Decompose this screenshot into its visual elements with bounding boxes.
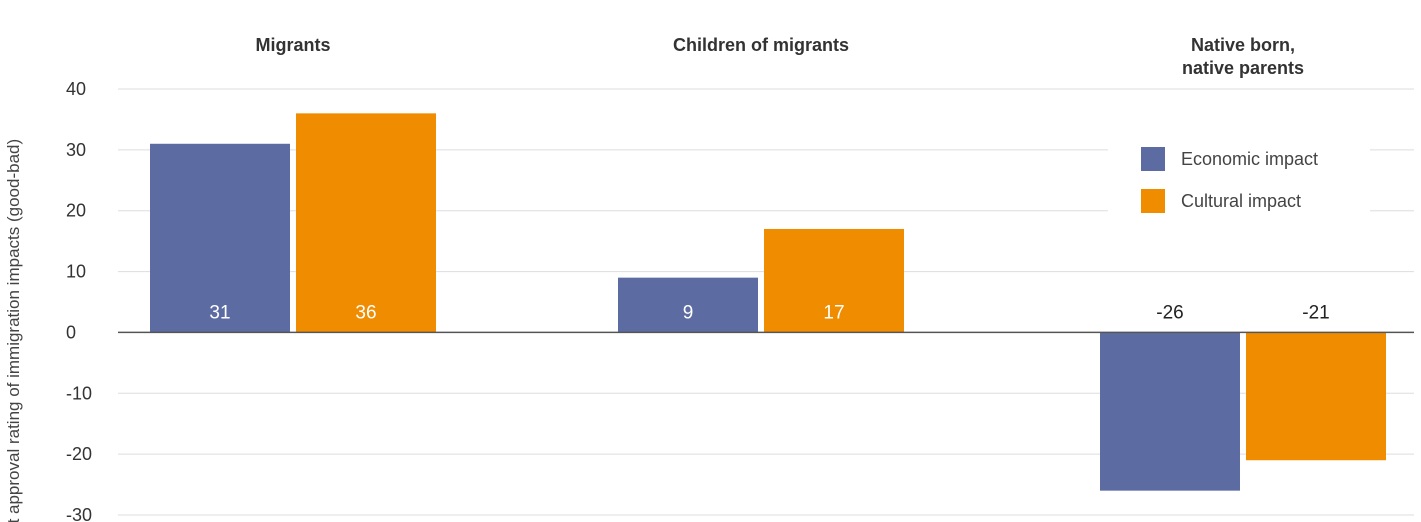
- y-tick-label: -10: [66, 383, 92, 403]
- legend: Economic impact Cultural impact: [1108, 136, 1370, 222]
- y-axis-ticks: 40 30 20 10 0 -10 -20 -30: [66, 79, 92, 522]
- bar-value-label: 9: [683, 302, 694, 323]
- group-title: native parents: [1182, 58, 1304, 78]
- group-title: Children of migrants: [673, 35, 849, 55]
- bar-value-label: 36: [355, 302, 376, 323]
- legend-label: Cultural impact: [1181, 191, 1301, 211]
- bar-value-labels: 31 36 9 17 -26 -21: [209, 302, 1329, 323]
- bar: [1246, 332, 1386, 461]
- group-title: Native born,: [1191, 35, 1295, 55]
- group-titles: Migrants Children of migrants Native born,…: [255, 35, 1304, 78]
- y-tick-label: 0: [66, 322, 76, 342]
- bar: [296, 113, 436, 333]
- y-tick-label: 10: [66, 262, 86, 282]
- bar: [1100, 332, 1240, 491]
- y-tick-label: -30: [66, 505, 92, 522]
- y-tick-label: 40: [66, 79, 86, 99]
- bar: [618, 277, 758, 333]
- y-axis-label: Net approval rating of immigration impac…: [4, 139, 23, 522]
- bar: [150, 143, 290, 333]
- bar-value-label: -26: [1156, 302, 1183, 323]
- bar-value-label: 17: [823, 302, 844, 323]
- bar-value-label: 31: [209, 302, 230, 323]
- group-title: Migrants: [255, 35, 330, 55]
- legend-swatch: [1141, 147, 1165, 171]
- bars: [150, 113, 1386, 491]
- bar-value-label: -21: [1302, 302, 1329, 323]
- bar: [764, 228, 904, 333]
- y-tick-label: -20: [66, 444, 92, 464]
- legend-label: Economic impact: [1181, 149, 1318, 169]
- legend-swatch: [1141, 189, 1165, 213]
- y-tick-label: 30: [66, 140, 86, 160]
- y-tick-label: 20: [66, 201, 86, 221]
